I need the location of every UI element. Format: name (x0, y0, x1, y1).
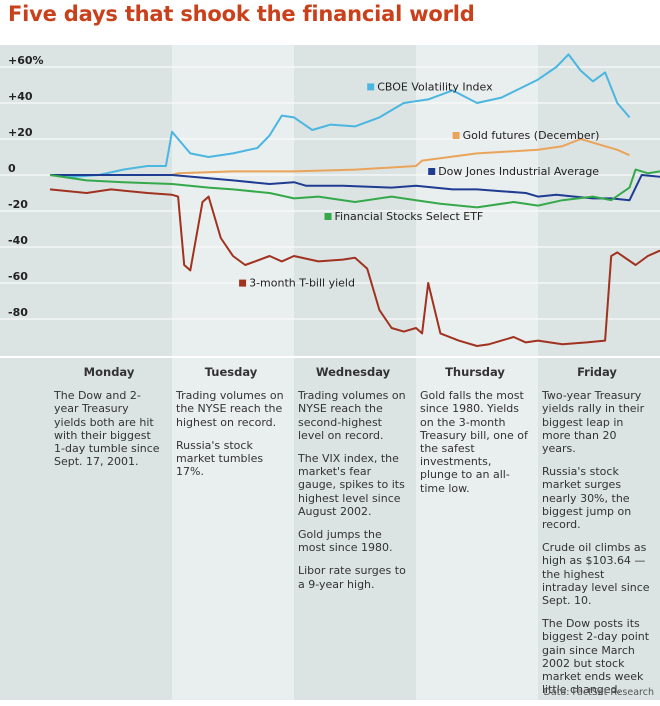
y-tick-label: +40 (8, 90, 33, 103)
source-note: Data: FactSet Research (543, 687, 654, 698)
day-note: Trading volumes on the NYSE reach the hi… (176, 389, 284, 429)
band-margin (0, 45, 50, 700)
band-wednesday (294, 45, 416, 700)
day-note: The VIX index, the market's fear gauge, … (298, 452, 405, 518)
day-note: Gold falls the most since 1980. Yields o… (420, 389, 528, 495)
y-tick-labels: +60% +40 +20 0 -20 -40 -60 -80 (8, 54, 44, 319)
series-line-3-month-t-bill-yield (49, 188, 660, 347)
series-line-cboe-volatility-index (49, 53, 631, 178)
series-labels: CBOE Volatility Index Gold futures (Decem… (239, 80, 600, 290)
gridlines (0, 66, 660, 358)
day-note: Russia's stock market surges nearly 30%,… (542, 465, 632, 532)
band-friday (538, 45, 660, 700)
legend-swatch-financial-stocks-select-etf (324, 213, 332, 220)
day-name: Friday (577, 365, 617, 379)
day-note: Trading volumes on NYSE reach the second… (298, 389, 406, 442)
day-column-monday: Monday The Dow and 2-year Treasury yields… (54, 365, 164, 478)
day-note: Gold jumps the most since 1980. (298, 528, 393, 555)
day-name: Monday (83, 365, 135, 379)
y-tick-label: 0 (8, 162, 16, 175)
legend-swatch-gold-futures-december (452, 132, 460, 139)
day-note: Two-year Treasury yields rally in their … (542, 389, 645, 456)
series-label-financial-stocks-select-etf: Financial Stocks Select ETF (335, 210, 484, 223)
day-note: Libor rate surges to a 9-year high. (298, 564, 406, 591)
series-lines (49, 53, 660, 347)
y-tick-label: -60 (8, 270, 28, 283)
legend-swatch-dow-jones-industrial-average (428, 168, 436, 175)
series-line-gold-futures-december (50, 138, 630, 176)
y-tick-label: -40 (8, 234, 28, 247)
day-name: Thursday (445, 365, 505, 379)
y-tick-label: -80 (8, 306, 28, 319)
day-note: Crude oil climbs as high as $103.64 — th… (542, 541, 650, 608)
day-name: Tuesday (204, 365, 258, 379)
legend-swatch-3-month-t-bill-yield (239, 279, 247, 287)
series-line-financial-stocks-select-etf (49, 168, 660, 209)
y-tick-label: -20 (8, 198, 28, 211)
series-label-cboe-volatility-index: CBOE Volatility Index (377, 80, 493, 93)
series-label-3-month-t-bill-yield: 3-month T-bill yield (249, 277, 355, 290)
series-label-dow-jones-industrial-average: Dow Jones Industrial Average (438, 165, 599, 178)
chart-title: Five days that shook the financial world (8, 2, 475, 26)
legend-swatch-cboe-volatility-index (367, 83, 375, 91)
y-tick-label: +60% (8, 54, 44, 67)
day-column-wednesday: Wednesday Trading volumes on NYSE reach t… (298, 365, 408, 601)
day-note: The Dow and 2-year Treasury yields both … (54, 389, 160, 469)
series-label-gold-futures-december: Gold futures (December) (463, 129, 600, 142)
day-bands (0, 45, 660, 700)
day-column-tuesday: Tuesday Trading volumes on the NYSE reach… (176, 365, 286, 488)
day-name: Wednesday (315, 365, 391, 379)
day-note: The Dow posts its biggest 2-day point ga… (542, 617, 650, 697)
y-tick-label: +20 (8, 126, 33, 139)
day-column-thursday: Thursday Gold falls the most since 1980. … (420, 365, 530, 505)
band-monday (50, 45, 172, 700)
day-column-friday: Friday Two-year Treasury yields rally in … (542, 365, 652, 706)
day-note: Russia's stock market tumbles 17%. (176, 438, 264, 479)
